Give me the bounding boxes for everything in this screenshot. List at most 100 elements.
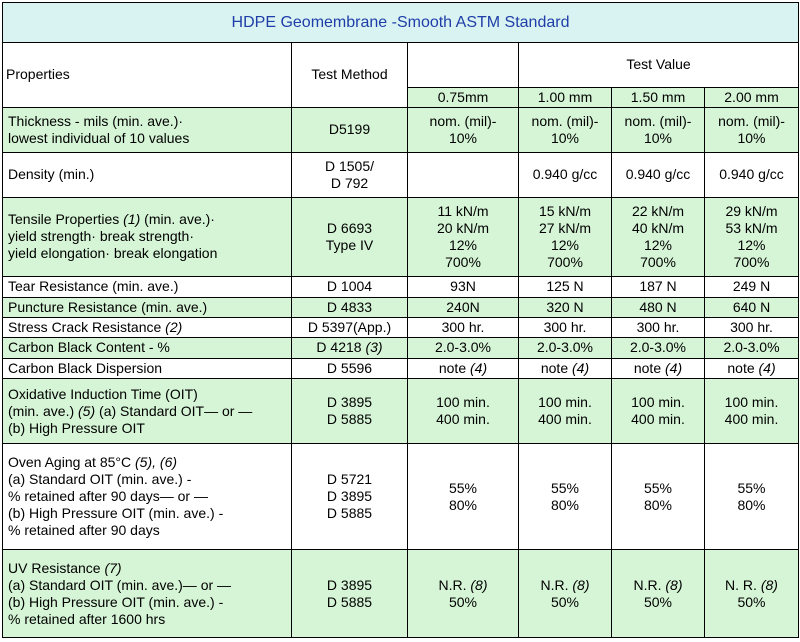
value-cell: 11 kN/m 20 kN/m 12% 700%: [407, 196, 519, 278]
value-cell: 640 N: [703, 296, 800, 318]
value-line: 300 hr.: [730, 319, 773, 336]
test-method-line: D 5596: [326, 359, 373, 376]
property-cell: Tear Resistance (min. ave.): [2, 276, 292, 298]
value-line: 300 hr.: [636, 319, 680, 336]
value-line: 2.0-3.0%: [723, 339, 780, 356]
value-cell: 480 N: [611, 296, 705, 318]
value-line: 2.0-3.0%: [536, 339, 594, 356]
value-cell: note (4): [407, 357, 519, 380]
test-method-line: D5199: [328, 121, 371, 138]
blank-header-cell: [407, 41, 519, 88]
property-line: (b) High Pressure OIT: [8, 419, 145, 436]
table-row: Puncture Resistance (min. ave.) D 4833 240…: [2, 296, 800, 318]
test-method-line: D 6693: [326, 219, 373, 236]
property-line: % retained after 90 days— or —: [8, 488, 208, 505]
value-line: note (4): [633, 359, 683, 376]
table-row: Tear Resistance (min. ave.) D 1004 93N 125 …: [2, 276, 800, 298]
table-row: Thickness - mils (min. ave.)· lowest ind…: [2, 106, 800, 153]
property-line: lowest individual of 10 values: [8, 129, 190, 146]
value-line: 100 min.: [631, 394, 685, 411]
value-cell: nom. (mil)- 10%: [518, 106, 612, 153]
value-cell: 2.0-3.0%: [518, 337, 612, 359]
property-cell: Thickness - mils (min. ave.)· lowest ind…: [2, 106, 292, 153]
value-cell: 93N: [407, 276, 519, 298]
property-line: Puncture Resistance (min. ave.): [8, 298, 208, 315]
property-cell: Carbon Black Dispersion: [2, 357, 292, 380]
value-cell: nom. (mil)- 10%: [611, 106, 705, 153]
value-line: 80%: [550, 496, 580, 513]
value-line: 55%: [448, 479, 478, 496]
value-line: 400 min.: [538, 411, 592, 428]
value-line: N. R. (8): [725, 576, 778, 593]
value-line: 0.940 g/cc: [532, 166, 598, 183]
value-line: 100 min.: [436, 394, 490, 411]
value-line: 12%: [550, 236, 580, 253]
value-cell: 55% 80%: [407, 443, 519, 551]
value-line: 55%: [550, 479, 580, 496]
value-line: 240N: [446, 298, 480, 315]
test-method-line: D 1505/: [324, 157, 375, 174]
value-cell: 55% 80%: [611, 443, 705, 551]
test-method-header: Test Method: [291, 41, 408, 108]
value-line: 22 kN/m: [631, 202, 685, 219]
test-value-header: Test Value: [517, 41, 800, 88]
table-row: Carbon Black Dispersion D 5596 note (4) not…: [2, 357, 800, 380]
value-line: 300 hr.: [441, 319, 485, 336]
value-line: 300 hr.: [543, 319, 587, 336]
test-method-line: D 5885: [326, 505, 373, 522]
value-line: 480 N: [639, 298, 677, 315]
value-cell: 2.0-3.0%: [703, 337, 800, 359]
test-method-cell: D 4218 (3): [291, 337, 408, 359]
value-line: 27 kN/m: [538, 219, 592, 236]
test-method-cell: D 4833: [291, 296, 408, 318]
property-line: UV Resistance (7): [8, 559, 122, 576]
value-cell: 300 hr.: [611, 316, 705, 339]
property-cell: Puncture Resistance (min. ave.): [2, 296, 292, 318]
value-line: 80%: [737, 496, 766, 513]
value-cell: 0.940 g/cc: [611, 151, 705, 198]
value-line: nom. (mil)-: [531, 112, 599, 129]
value-cell: 0.940 g/cc: [518, 151, 612, 198]
property-line: yield strength· break strength·: [8, 228, 194, 245]
value-line: 11 kN/m: [437, 202, 489, 219]
value-line: 700%: [445, 253, 481, 270]
value-line: 320 N: [546, 298, 584, 315]
test-method-line: D 3895: [326, 394, 373, 411]
value-cell: 100 min. 400 min.: [518, 378, 612, 445]
value-line: 29 kN/m: [725, 202, 778, 219]
table-row: Tensile Properties (1) (min. ave.)· yield…: [2, 196, 800, 278]
test-method-line: D 5397(App.): [307, 319, 392, 336]
value-cell: 55% 80%: [518, 443, 612, 551]
table-row: Oven Aging at 85°C (5), (6) (a) Standard …: [2, 443, 800, 551]
value-line: 40 kN/m: [631, 219, 685, 236]
value-line: 10%: [448, 129, 478, 146]
table-row: Oxidative Induction Time (OIT) (min. ave.…: [2, 378, 800, 445]
value-line: 53 kN/m: [725, 219, 778, 236]
property-line: Tensile Properties (1) (min. ave.)·: [8, 211, 215, 228]
table-title: HDPE Geomembrane -Smooth ASTM Standard: [1, 2, 800, 43]
value-cell: 320 N: [518, 296, 612, 318]
property-cell: Tensile Properties (1) (min. ave.)· yield…: [2, 196, 292, 278]
value-line: note (4): [540, 359, 590, 376]
test-method-cell: D 6693 Type IV: [291, 196, 408, 278]
value-line: 10%: [737, 129, 766, 146]
test-method-cell: D 1004: [291, 276, 408, 298]
value-cell: 55% 80%: [703, 443, 800, 551]
table-row: Density (min.) D 1505/D 792 0.940 g/cc 0.94…: [2, 151, 800, 198]
value-line: 400 min.: [631, 411, 685, 428]
property-cell: Stress Crack Resistance (2): [2, 316, 292, 339]
property-line: (b) High Pressure OIT (min. ave.) -: [8, 505, 224, 522]
property-line: % retained after 90 days: [8, 522, 160, 539]
value-cell: 125 N: [518, 276, 612, 298]
value-line: nom. (mil)-: [624, 112, 692, 129]
property-line: (min. ave.) (5) (a) Standard OIT— or —: [8, 402, 253, 419]
property-line: Density (min.): [8, 166, 95, 183]
value-line: 125 N: [546, 278, 584, 295]
test-method-cell: D5199: [291, 106, 408, 153]
test-method-line: D 792: [330, 174, 369, 191]
value-cell: 240N: [407, 296, 519, 318]
property-line: Oven Aging at 85°C (5), (6): [8, 454, 178, 471]
property-line: % retained after 1600 hrs: [8, 610, 166, 627]
value-line: 0.940 g/cc: [625, 166, 691, 183]
value-line: 50%: [737, 593, 766, 610]
